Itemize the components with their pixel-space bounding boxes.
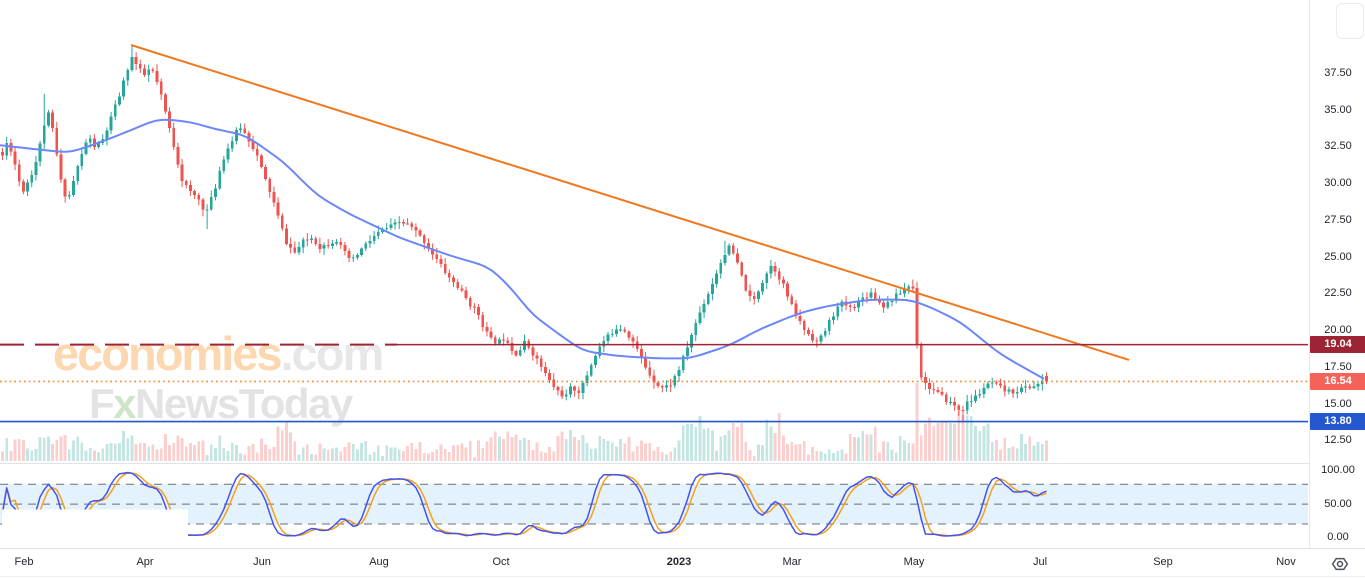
time-tick-label: Feb [14, 556, 34, 568]
watermark-sub-rest: NewsToday [135, 380, 353, 427]
watermark-brand-suffix: .com [280, 327, 385, 380]
price-tick-label: 12.50 [1324, 434, 1352, 447]
time-tick-label: Mar [782, 556, 802, 568]
pane-divider[interactable] [0, 463, 1365, 464]
watermark-brand-line: economies.com [53, 327, 385, 380]
time-axis[interactable]: Feb Apr Jun Aug Oct 2023 Mar May Jul Sep Nov [0, 548, 1365, 578]
volume-layer [1, 383, 1048, 461]
watermark-brand: economies [53, 327, 283, 380]
settings-gear-icon[interactable] [1330, 554, 1350, 574]
price-tick-label: 100.00 [1321, 464, 1355, 477]
watermark: economies.com FxNewsToday [53, 327, 385, 425]
stochastic-pane [0, 471, 1308, 547]
descending-trendline[interactable] [130, 44, 1130, 361]
time-tick-label: Nov [1276, 556, 1296, 568]
price-tick-label: 22.50 [1324, 287, 1352, 300]
time-tick-label: Jul [1032, 556, 1048, 568]
time-tick-label: Aug [369, 556, 389, 568]
gear-icon [1331, 557, 1349, 571]
time-tick-label: Oct [492, 556, 510, 568]
time-tick-label: Sep [1153, 556, 1173, 568]
price-badge-last-price: 16.54 [1310, 372, 1365, 390]
watermark-sub-f: F [89, 380, 115, 427]
price-axis[interactable]: 37.50 35.00 32.50 30.00 27.50 25.00 22.50 20.00… [1309, 0, 1365, 548]
page-bottom-edge [0, 576, 1365, 577]
price-tick-label: 37.50 [1324, 66, 1352, 79]
ma-line [0, 118, 1045, 380]
price-tick-label: 30.00 [1324, 177, 1352, 189]
price-tick-label: 25.00 [1324, 250, 1352, 263]
price-tick-label: 17.50 [1324, 360, 1352, 373]
time-tick-label: Jun [253, 556, 271, 568]
watermark-sub-x: x [113, 380, 136, 427]
price-badge-support: 13.80 [1310, 413, 1365, 431]
price-tick-label: 50.00 [1324, 497, 1352, 510]
axis-toolbar-button[interactable] [1336, 3, 1364, 39]
price-tick-label: 15.00 [1324, 397, 1352, 410]
price-tick-label: 35.00 [1324, 103, 1352, 116]
price-tick-label: 32.50 [1324, 140, 1352, 153]
time-tick-label: May [903, 556, 925, 568]
price-tick-label: 0.00 [1327, 530, 1349, 543]
candles-layer [1, 46, 1048, 422]
price-tick-label: 20.00 [1324, 324, 1352, 336]
price-tick-label: 27.50 [1324, 213, 1352, 226]
white-artifact-overlay [2, 509, 188, 547]
time-tick-label: 2023 [666, 556, 692, 568]
price-badge-resistance: 19.04 [1310, 336, 1365, 354]
watermark-subtitle: FxNewsToday [89, 383, 382, 425]
time-tick-label: Apr [136, 556, 154, 568]
